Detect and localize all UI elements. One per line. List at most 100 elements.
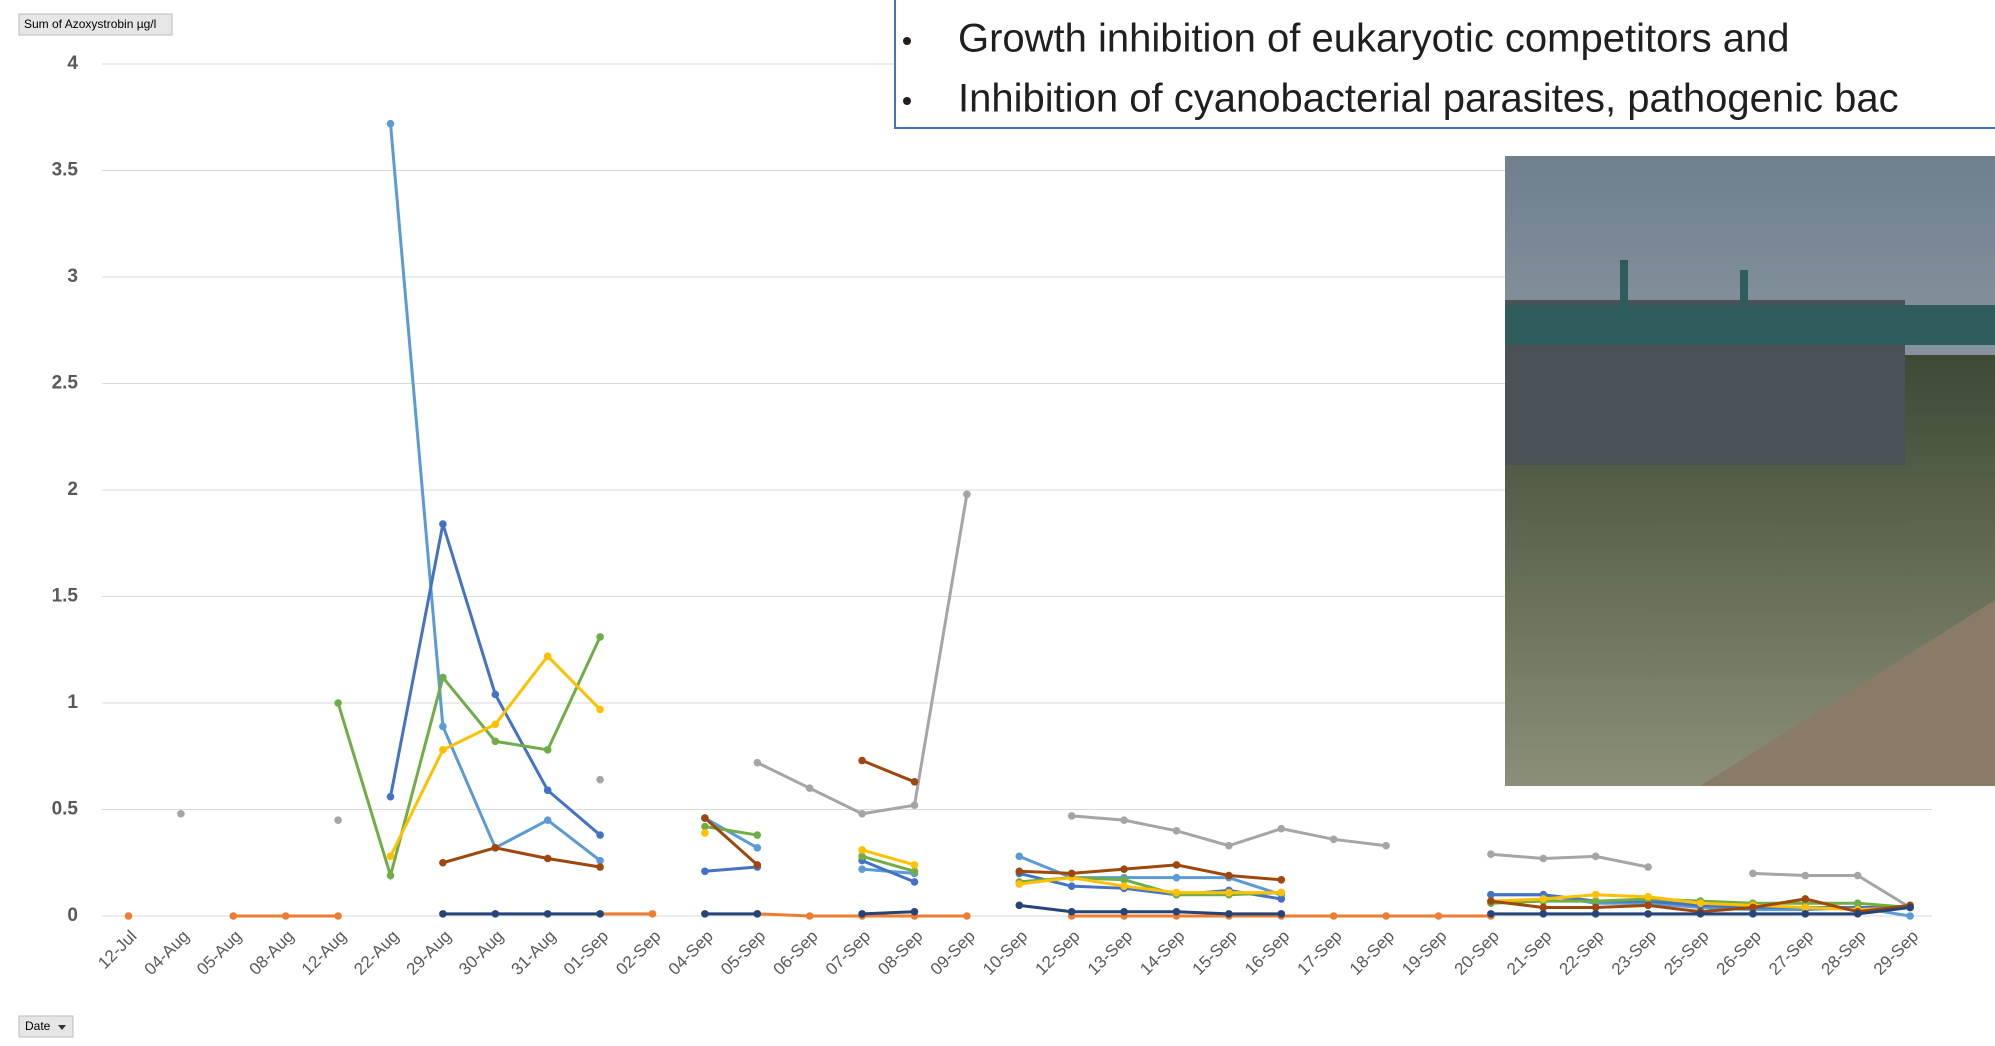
data-point — [1278, 825, 1286, 833]
data-point — [1120, 865, 1128, 873]
data-point — [911, 908, 919, 916]
text-box: Growth inhibition of eukaryotic competit… — [895, 0, 1995, 128]
data-point — [439, 859, 447, 867]
data-point — [596, 706, 604, 714]
data-point — [1173, 889, 1181, 897]
data-point — [1330, 836, 1338, 844]
data-point — [1173, 861, 1181, 869]
data-point — [1225, 842, 1233, 850]
data-point — [1278, 910, 1286, 918]
button-label[interactable]: Date — [25, 1019, 51, 1033]
data-point — [177, 810, 185, 818]
y-tick-label: 4 — [67, 53, 78, 74]
y-tick-label: 1 — [67, 692, 78, 713]
y-tick-label: 1.5 — [52, 586, 79, 607]
axis-field-button[interactable]: Date — [19, 1016, 73, 1037]
data-point — [387, 853, 395, 861]
data-point — [1854, 872, 1862, 880]
data-point — [858, 910, 866, 918]
data-point — [439, 910, 447, 918]
data-point — [1802, 872, 1810, 880]
value-field-button[interactable]: Sum of Azoxystrobin µg/l — [19, 14, 172, 35]
data-point — [701, 910, 709, 918]
data-point — [858, 810, 866, 818]
y-tick-label: 2.5 — [52, 373, 79, 394]
data-point — [701, 829, 709, 837]
data-point — [1382, 842, 1390, 850]
x-tick-label: 19-Sep — [1398, 927, 1450, 979]
data-point — [1749, 910, 1757, 918]
data-point — [1644, 893, 1652, 901]
x-tick-label: 05-Aug — [193, 927, 245, 979]
data-point — [1330, 912, 1338, 920]
data-point — [1435, 912, 1443, 920]
x-tick-label: 26-Sep — [1713, 927, 1765, 979]
data-point — [701, 814, 709, 822]
data-point — [1802, 895, 1810, 903]
data-point — [439, 520, 447, 528]
data-point — [1802, 910, 1810, 918]
x-tick-label: 07-Sep — [822, 927, 874, 979]
y-tick-label: 0 — [67, 905, 78, 926]
x-tick-label: 10-Sep — [979, 927, 1031, 979]
data-point — [911, 878, 919, 886]
data-point — [1644, 863, 1652, 871]
data-point — [1540, 855, 1548, 863]
data-point — [1592, 910, 1600, 918]
data-point — [334, 699, 342, 707]
data-point — [492, 844, 500, 852]
data-point — [1225, 889, 1233, 897]
data-point — [1068, 908, 1076, 916]
x-tick-label: 17-Sep — [1293, 927, 1345, 979]
data-point — [1225, 910, 1233, 918]
data-point — [1697, 899, 1705, 907]
x-tick-label: 14-Sep — [1136, 927, 1188, 979]
data-point — [1697, 910, 1705, 918]
x-tick-label: 12-Sep — [1031, 927, 1083, 979]
data-point — [439, 674, 447, 682]
data-point — [544, 652, 552, 660]
data-point — [387, 120, 395, 128]
x-tick-label: 23-Sep — [1608, 927, 1660, 979]
data-point — [754, 910, 762, 918]
data-point — [1016, 902, 1024, 910]
data-point — [1068, 870, 1076, 878]
data-point — [544, 746, 552, 754]
chart: 00.511.522.533.5412-Jul04-Aug05-Aug08-Au… — [0, 0, 1995, 1046]
y-tick-label: 2 — [67, 479, 78, 500]
y-tick-label: 3 — [67, 266, 78, 287]
data-point — [544, 855, 552, 863]
data-point — [334, 912, 342, 920]
button-label[interactable]: Sum of Azoxystrobin µg/l — [24, 17, 156, 31]
x-tick-label: 21-Sep — [1503, 927, 1555, 979]
data-point — [492, 691, 500, 699]
data-point — [596, 633, 604, 641]
text-line: Inhibition of cyanobacterial parasites, … — [958, 77, 1899, 121]
x-tick-label: 16-Sep — [1241, 927, 1293, 979]
data-point — [596, 831, 604, 839]
data-point — [596, 776, 604, 784]
data-point — [1487, 897, 1495, 905]
x-tick-label: 15-Sep — [1189, 927, 1241, 979]
data-point — [1749, 870, 1757, 878]
data-point — [911, 801, 919, 809]
x-tick-label: 05-Sep — [717, 927, 769, 979]
x-tick-label: 12-Aug — [298, 927, 350, 979]
data-point — [1173, 827, 1181, 835]
data-point — [1592, 891, 1600, 899]
x-tick-label: 08-Sep — [874, 927, 926, 979]
data-point — [1906, 904, 1914, 912]
data-point — [1854, 910, 1862, 918]
data-point — [754, 844, 762, 852]
data-point — [1644, 902, 1652, 910]
data-point — [1016, 867, 1024, 875]
data-point — [858, 757, 866, 765]
x-tick-label: 25-Sep — [1660, 927, 1712, 979]
data-point — [1225, 872, 1233, 880]
data-point — [596, 863, 604, 871]
x-tick-label: 01-Sep — [560, 927, 612, 979]
data-point — [806, 912, 814, 920]
data-point — [858, 846, 866, 854]
data-point — [1278, 889, 1286, 897]
data-point — [544, 910, 552, 918]
